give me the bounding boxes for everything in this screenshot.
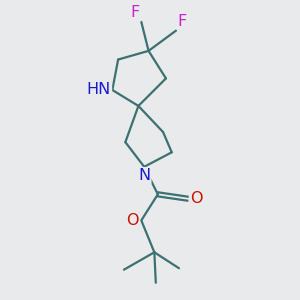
Text: F: F [130, 5, 140, 20]
Text: O: O [127, 213, 139, 228]
Text: F: F [178, 14, 187, 29]
Text: HN: HN [87, 82, 111, 98]
Text: N: N [138, 168, 150, 183]
Text: O: O [190, 191, 203, 206]
